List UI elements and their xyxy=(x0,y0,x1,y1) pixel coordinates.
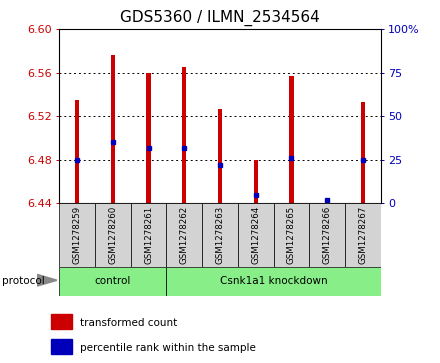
Bar xyxy=(95,203,131,267)
Bar xyxy=(51,339,72,354)
Bar xyxy=(238,203,274,267)
Text: GSM1278266: GSM1278266 xyxy=(323,206,332,264)
Text: protocol: protocol xyxy=(2,276,45,286)
Text: GSM1278259: GSM1278259 xyxy=(73,206,82,264)
Bar xyxy=(289,76,293,203)
Text: percentile rank within the sample: percentile rank within the sample xyxy=(80,343,255,353)
Bar xyxy=(51,314,72,329)
Bar xyxy=(345,203,381,267)
Bar xyxy=(309,203,345,267)
Bar xyxy=(59,203,95,267)
Bar xyxy=(166,267,381,296)
Text: GSM1278263: GSM1278263 xyxy=(216,206,224,264)
Title: GDS5360 / ILMN_2534564: GDS5360 / ILMN_2534564 xyxy=(120,10,320,26)
Text: GSM1278260: GSM1278260 xyxy=(108,206,117,264)
Text: control: control xyxy=(95,276,131,286)
Bar xyxy=(202,203,238,267)
Bar xyxy=(111,55,115,203)
Text: GSM1278261: GSM1278261 xyxy=(144,206,153,264)
Text: Csnk1a1 knockdown: Csnk1a1 knockdown xyxy=(220,276,327,286)
Bar xyxy=(182,67,187,203)
Bar xyxy=(75,100,79,203)
Bar xyxy=(131,203,166,267)
Bar xyxy=(253,160,258,203)
Text: GSM1278267: GSM1278267 xyxy=(358,206,367,264)
Bar xyxy=(361,102,365,203)
Bar xyxy=(218,109,222,203)
Text: GSM1278262: GSM1278262 xyxy=(180,206,189,264)
Polygon shape xyxy=(37,274,57,286)
Bar xyxy=(274,203,309,267)
Bar xyxy=(325,202,329,203)
Bar xyxy=(59,267,166,296)
Bar xyxy=(147,73,151,203)
Text: GSM1278265: GSM1278265 xyxy=(287,206,296,264)
Text: GSM1278264: GSM1278264 xyxy=(251,206,260,264)
Text: transformed count: transformed count xyxy=(80,318,177,328)
Bar xyxy=(166,203,202,267)
